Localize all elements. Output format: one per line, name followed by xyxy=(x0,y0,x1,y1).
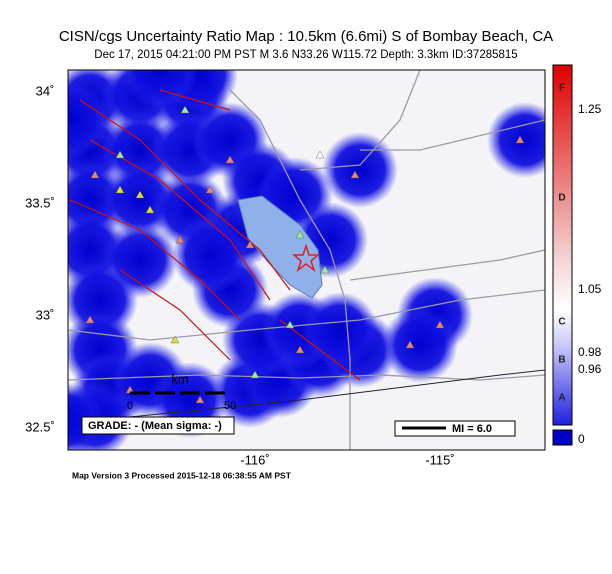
lat-label: 33.5˚ xyxy=(25,195,55,210)
title: CISN/cgs Uncertainty Ratio Map : 10.5km … xyxy=(59,28,553,45)
station xyxy=(285,320,295,329)
grade-box xyxy=(81,416,235,435)
salton-sea xyxy=(237,195,323,299)
colorbar-zero xyxy=(552,429,573,446)
station xyxy=(145,205,155,214)
subtitle: Dec 17, 2015 04:21:00 PM PST M 3.6 N33.2… xyxy=(94,49,517,61)
station xyxy=(250,370,260,379)
station xyxy=(205,185,215,194)
faults xyxy=(69,89,361,381)
colorbar-label: 0 xyxy=(578,432,585,446)
station xyxy=(180,105,190,114)
station xyxy=(85,315,95,324)
blob xyxy=(302,292,378,368)
grade-letter: B xyxy=(558,355,565,366)
grade-letter: C xyxy=(558,317,565,328)
grade-letter: A xyxy=(558,393,565,404)
map-frame xyxy=(67,69,546,451)
lat-label: 33˚ xyxy=(36,307,55,322)
lat-label: 32.5˚ xyxy=(25,419,55,434)
station xyxy=(320,265,330,274)
station xyxy=(350,170,360,179)
blob xyxy=(322,132,398,208)
station xyxy=(295,345,305,354)
grade-letter: F xyxy=(559,83,565,94)
border xyxy=(99,369,545,421)
station xyxy=(90,170,100,179)
station xyxy=(170,335,180,344)
station xyxy=(315,150,325,159)
grade-letter: D xyxy=(558,193,565,204)
colorbar-label: 1.25 xyxy=(578,102,602,116)
blob xyxy=(172,217,248,293)
scale-start: 0 xyxy=(127,400,133,412)
station xyxy=(115,185,125,194)
map-area xyxy=(68,70,545,450)
mi-box xyxy=(394,420,516,437)
lon-label: -115˚ xyxy=(425,452,454,467)
station xyxy=(245,240,255,249)
blob xyxy=(122,70,198,108)
scale-unit: km xyxy=(171,371,188,386)
station xyxy=(175,235,185,244)
station xyxy=(295,230,305,239)
footer: Map Version 3 Processed 2015-12-18 06:38… xyxy=(72,470,292,480)
roads xyxy=(68,70,545,450)
blob xyxy=(487,102,545,178)
station xyxy=(115,150,125,159)
station xyxy=(225,155,235,164)
station xyxy=(515,135,525,144)
blob xyxy=(68,82,108,158)
lat-label: 34˚ xyxy=(36,83,55,98)
colorbar-label: 0.96 xyxy=(578,362,602,376)
mi-legend: MI = 6.0 xyxy=(452,423,492,435)
stations xyxy=(85,105,525,404)
colorbar xyxy=(552,64,573,426)
station xyxy=(135,190,145,199)
station xyxy=(435,320,445,329)
colorbar-label: 1.05 xyxy=(578,282,602,296)
station xyxy=(405,340,415,349)
blob xyxy=(382,307,458,383)
scale-end: 50 xyxy=(224,400,236,412)
lon-label: -116˚ xyxy=(240,452,269,467)
station xyxy=(195,395,205,404)
grade: GRADE: - (Mean sigma: -) xyxy=(88,420,222,432)
epicenter xyxy=(291,243,321,273)
colorbar-label: 0.98 xyxy=(578,345,602,359)
